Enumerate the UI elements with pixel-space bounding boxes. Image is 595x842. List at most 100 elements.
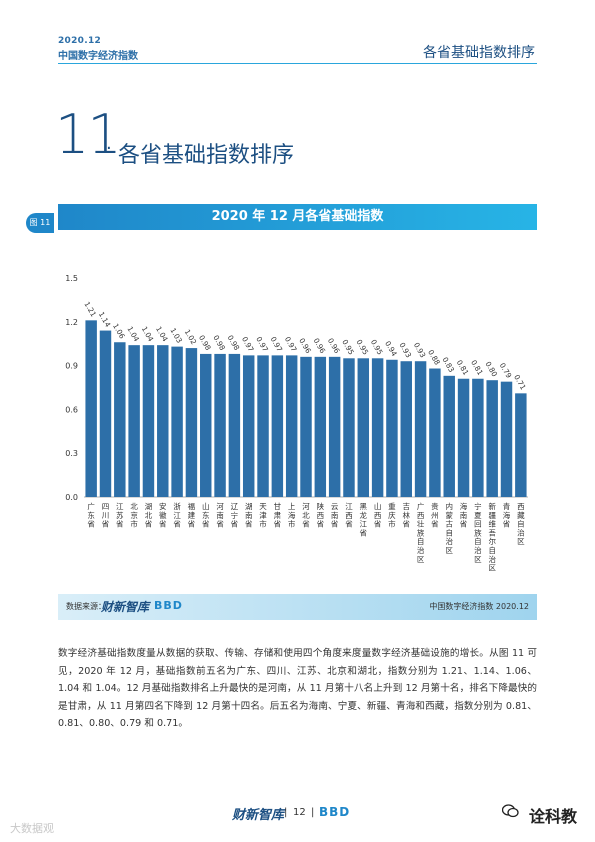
bar [429,368,441,497]
bar [486,380,498,497]
source-right-text: 中国数字经济指数 2020.12 [429,602,529,611]
bbd-logo: BBD [154,599,183,612]
y-tick-label: 1.5 [65,274,78,283]
x-tick-label: 广东省 [87,501,95,529]
data-label: 0.96 [297,336,313,355]
bar [242,355,255,497]
data-label: 0.71 [512,373,528,391]
x-tick-label: 四川省 [102,502,110,529]
data-label: 1.04 [125,325,141,344]
x-tick-label: 云南省 [331,502,339,529]
bar [85,320,97,497]
footer-separator-2: | [311,807,315,818]
figure-tag: 图 11 [26,213,54,233]
data-label: 0.80 [483,360,499,379]
x-tick-label: 河北省 [302,502,310,529]
header-section-title: 各省基础指数排序 [423,45,535,61]
x-tick-label: 天津市 [259,502,267,529]
footer-caixin-logo: 财新智库 [232,808,285,823]
x-tick-label: 安徽省 [159,501,167,529]
bar [171,346,183,497]
bar [472,378,484,497]
bar [271,355,284,497]
data-label: 0.98 [197,334,213,353]
data-label: 0.95 [355,338,371,356]
data-label: 0.83 [440,355,456,373]
header-divider [58,63,537,64]
bar-chart: 0.0 0.3 0.6 0.9 1.2 1.5 1.21 广东省 1.14 四川省 1.06 江苏省 1… [65,274,528,573]
figure-title: 2020 年 12 月各省基础指数 [211,209,384,224]
bar [343,358,355,497]
x-tick-label: 贵州省 [431,501,439,529]
wechat-icon [502,804,519,818]
page-number: 12 [293,807,306,818]
bar [357,358,370,497]
bar [457,378,470,497]
bar [515,393,527,497]
data-label: 1.04 [140,325,156,344]
bar [228,353,241,497]
bar [371,358,384,497]
x-tick-label: 江苏省 [116,502,124,529]
x-tick-label: 湖北省 [145,502,153,529]
x-tick-label: 山西省 [374,501,382,529]
x-tick-label: 北京市 [130,502,138,529]
bar [414,361,427,497]
section-dot: . [106,133,112,154]
data-label: 0.94 [383,339,399,358]
bar [200,353,212,497]
section-number: 11 [55,103,122,166]
bar [142,345,155,497]
header-date: 2020.12 [58,36,102,46]
x-tick-label: 海南省 [460,501,468,529]
data-label: 0.98 [226,334,242,353]
bar [285,355,298,497]
y-tick-label: 0.9 [65,362,78,371]
data-label: 1.06 [111,322,127,341]
footer-bbd-logo: BBD [319,805,351,819]
bar [400,361,412,497]
wechat-account-name: 诠科教 [528,807,577,826]
x-tick-label: 河南省 [216,502,224,529]
source-bar [58,594,537,620]
data-label: 0.81 [469,358,485,376]
data-label: 0.97 [269,335,285,353]
bar [386,359,398,497]
y-tick-label: 0.3 [65,449,78,458]
bar [214,353,226,497]
bar [443,375,455,497]
bar [314,356,327,497]
bar [328,356,341,497]
data-label: 1.03 [168,326,184,344]
header-subtitle: 中国数字经济指数 [58,51,138,62]
section-title: 各省基础指数排序 [118,143,295,168]
data-label: 1.21 [82,300,98,318]
bar [185,348,198,497]
data-label: 0.98 [211,334,227,353]
data-label: 0.97 [254,335,270,353]
x-tick-label: 上海市 [288,502,296,529]
bar [99,330,112,497]
footer-separator-1: | [284,807,288,818]
data-label: 1.02 [183,328,199,346]
x-tick-label: 福建省 [188,502,196,529]
x-tick-label: 内蒙古自治区 [445,501,453,555]
x-tick-label: 黑龙江省 [360,502,368,537]
data-label: 0.95 [369,338,385,356]
x-tick-label: 江西省 [345,502,353,529]
x-tick-label: 甘肃省 [274,501,282,529]
data-label: 1.04 [154,325,170,344]
x-tick-label: 青海省 [503,501,511,529]
x-tick-label: 广西壮族自治区 [417,501,425,564]
data-label: 0.95 [340,338,356,356]
x-tick-label: 新疆维吾尔自治区 [488,501,496,573]
bar [257,355,269,497]
x-tick-label: 湖南省 [245,502,253,529]
data-label: 0.81 [455,358,471,376]
data-label: 1.14 [97,310,113,329]
x-tick-label: 重庆市 [388,502,396,529]
x-tick-label: 宁夏回族自治区 [474,501,482,564]
y-tick-label: 0.6 [65,405,78,414]
figure-title-bar [58,204,537,230]
bar [114,342,126,497]
